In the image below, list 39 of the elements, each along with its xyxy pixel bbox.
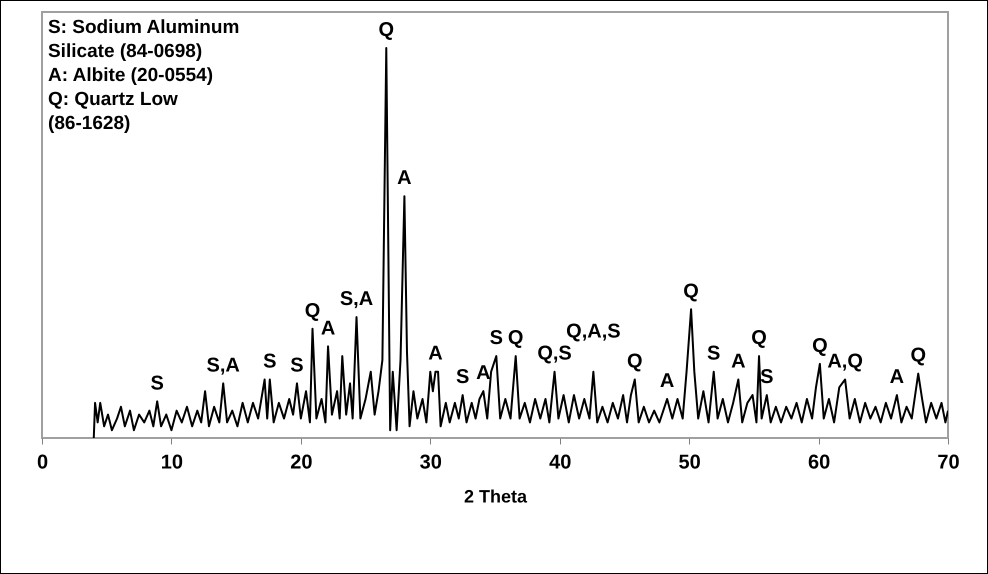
annotation: Q,A,S <box>566 320 621 343</box>
annotation: Q: Quartz Low (86-1628) <box>48 89 178 134</box>
annotation: S <box>760 366 774 388</box>
annotation: A <box>397 167 412 190</box>
annotation: Q <box>627 350 643 372</box>
annotation: A,Q <box>827 350 863 372</box>
annotation: S <box>263 350 276 372</box>
annotation: Q <box>683 280 699 302</box>
x-tick-label: 20 <box>290 452 312 474</box>
annotation: S <box>707 342 720 365</box>
annotation: A: Albite (20-0554) <box>48 65 214 86</box>
annotation: Q <box>378 19 394 41</box>
annotation: S,A <box>206 354 240 376</box>
annotation: A <box>428 342 443 365</box>
x-tick-label: 60 <box>808 452 830 474</box>
x-tick-label: 0 <box>36 452 48 474</box>
annotation: S,A <box>340 288 374 310</box>
annotation: A <box>731 350 746 372</box>
annotation: S <box>456 366 470 388</box>
annotation: Q <box>910 344 926 367</box>
annotation: S <box>290 354 304 376</box>
x-tick-label: 30 <box>420 452 442 474</box>
annotation: Q <box>304 300 320 322</box>
annotation: S <box>490 327 503 350</box>
x-tick-label: 40 <box>549 452 572 474</box>
annotation: A <box>660 370 674 392</box>
x-tick-label: 10 <box>160 452 184 474</box>
annotation: Q <box>751 327 767 350</box>
annotation: A <box>476 362 491 384</box>
annotation: Q,S <box>537 342 572 365</box>
annotation: S <box>150 372 164 394</box>
x-tick-label: 50 <box>678 452 701 474</box>
x-tick-label: 70 <box>937 452 960 474</box>
annotation: Q <box>508 327 524 350</box>
annotation: A <box>890 366 904 388</box>
x-axis-title: 2 Theta <box>464 486 528 506</box>
annotation: Q <box>812 334 828 357</box>
annotation: A <box>320 317 336 340</box>
annotation: S: Sodium Aluminum Silicate (84-0698) <box>48 17 240 62</box>
